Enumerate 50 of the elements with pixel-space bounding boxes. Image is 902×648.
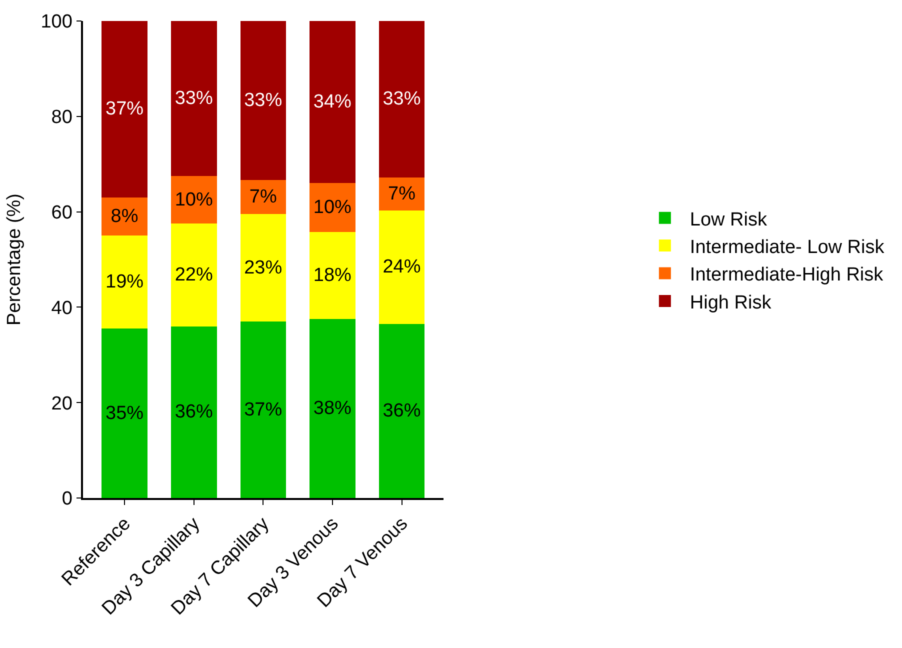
legend-label: Intermediate- Low Risk (690, 236, 885, 258)
data-label: 36% (174, 402, 213, 423)
bar (240, 214, 286, 322)
bar (102, 328, 148, 498)
bar (378, 324, 425, 498)
bar (171, 326, 217, 498)
data-label: 7% (249, 186, 277, 208)
data-label: 33% (244, 90, 282, 111)
data-label: 18% (313, 264, 352, 286)
data-label: 33% (382, 88, 421, 110)
legend-label: High Risk (690, 292, 772, 314)
data-label: 38% (313, 398, 352, 420)
bar (310, 21, 356, 184)
bar (102, 236, 148, 329)
y-tick-label: 100 (40, 12, 72, 33)
data-label: 7% (388, 183, 416, 204)
y-tick-label: 0 (62, 488, 72, 510)
data-label: 10% (174, 189, 213, 210)
data-label: 23% (244, 257, 282, 278)
y-tick-label: 20 (51, 393, 72, 414)
legend-label: Intermediate-High Risk (690, 264, 884, 286)
y-axis-title: Percentage (%) (4, 193, 26, 326)
bar (310, 319, 356, 498)
bar (102, 21, 148, 198)
bar (171, 224, 217, 326)
legend-label: Low Risk (690, 209, 768, 230)
bar (102, 197, 148, 236)
data-label: 36% (382, 400, 421, 422)
data-label: 33% (174, 88, 213, 110)
bar (378, 177, 425, 210)
data-label: 22% (174, 264, 213, 286)
bar (240, 21, 286, 180)
bar (171, 21, 217, 176)
data-label: 34% (313, 92, 352, 113)
data-label: 24% (382, 256, 421, 278)
data-label: 35% (106, 402, 144, 424)
bar (171, 176, 217, 224)
bar (310, 183, 356, 232)
bar (310, 232, 356, 320)
bar (378, 21, 425, 178)
bar (240, 322, 286, 498)
data-label: 10% (313, 197, 352, 218)
y-tick-label: 80 (51, 107, 72, 128)
data-label: 37% (106, 98, 144, 120)
bar (378, 210, 425, 324)
data-label: 8% (110, 206, 138, 228)
data-label: 19% (106, 272, 144, 293)
y-tick-label: 40 (51, 298, 72, 319)
y-tick-label: 60 (51, 202, 72, 224)
data-label: 37% (244, 399, 282, 420)
